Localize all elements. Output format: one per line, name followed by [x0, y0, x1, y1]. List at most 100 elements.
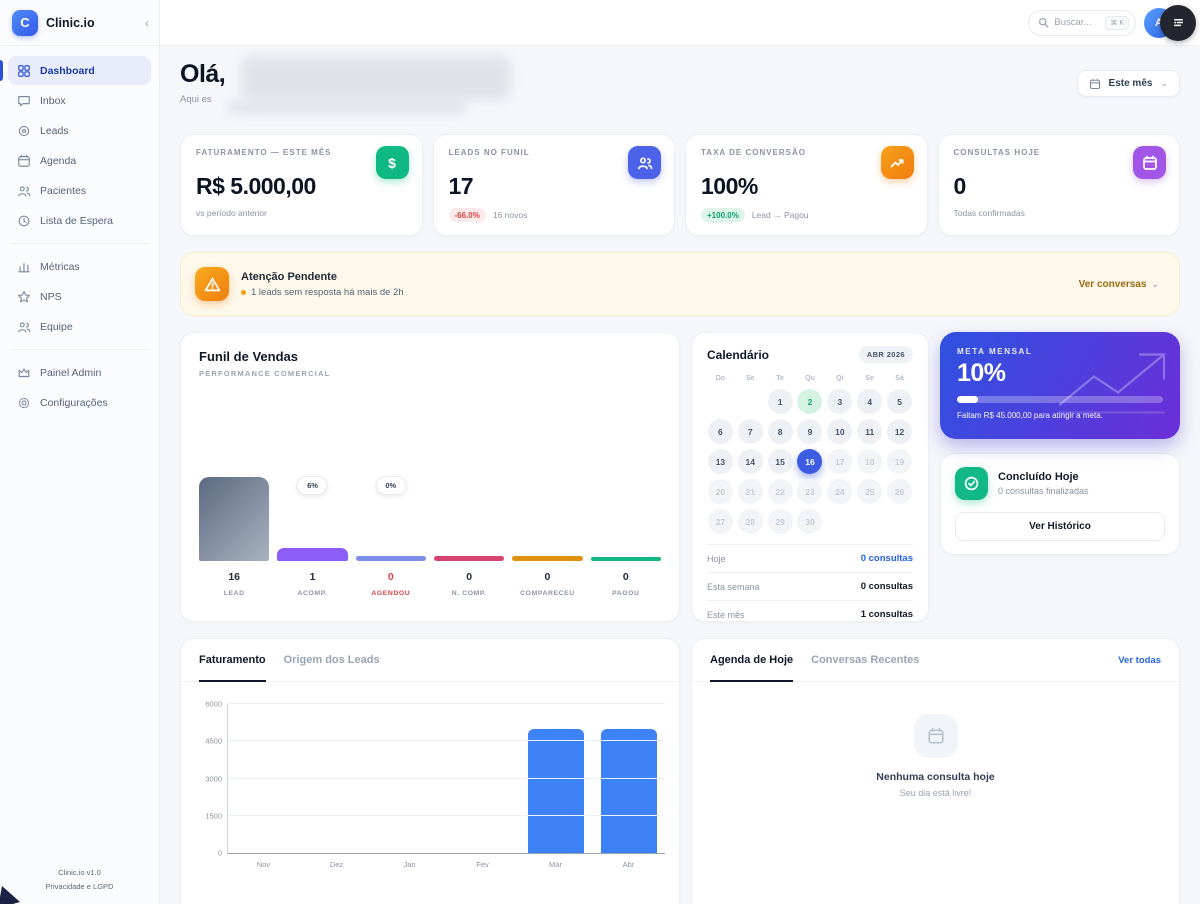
- kpi-label: CONSULTAS HOJE: [953, 148, 1041, 157]
- sidebar-item-painel-admin[interactable]: Painel Admin: [8, 358, 151, 387]
- calendar-day[interactable]: 11: [857, 419, 883, 444]
- alert-title: Atenção Pendente: [241, 270, 337, 283]
- sidebar-item-pacientes[interactable]: Pacientes: [8, 176, 151, 205]
- calendar-day[interactable]: 23: [797, 479, 823, 504]
- calendar-day[interactable]: 3: [827, 389, 853, 414]
- calendar-day[interactable]: 13: [707, 449, 733, 474]
- calendar-day[interactable]: 8: [767, 419, 793, 444]
- overlay-widget[interactable]: [1160, 4, 1196, 41]
- sidebar-item-inbox[interactable]: Inbox: [8, 86, 151, 115]
- alert-message: 1 leads sem resposta há mais de 2h: [251, 286, 404, 298]
- calendar-day[interactable]: 16: [797, 449, 823, 474]
- y-axis-tick-label: 0: [217, 848, 222, 858]
- sidebar-footer: Clinic.io v1.0 Privacidade e LGPD: [0, 866, 159, 895]
- calendar-day[interactable]: 2: [797, 389, 823, 414]
- empty-state-title: Nenhuma consulta hoje: [876, 771, 995, 783]
- sidebar-item-label: Métricas: [40, 260, 80, 273]
- calendar-day[interactable]: 19: [887, 449, 913, 474]
- ver-todas-link[interactable]: Ver todas: [1118, 654, 1161, 666]
- calendar-stat-row: Hoje 0 consultas: [707, 544, 913, 572]
- middle-row: Funil de Vendas PERFORMANCE COMERCIAL 16…: [180, 332, 1180, 622]
- chevron-down-icon: ⌄: [1151, 278, 1159, 289]
- tab-faturamento[interactable]: Faturamento: [199, 639, 266, 682]
- sidebar-item-equipe[interactable]: Equipe: [8, 312, 151, 341]
- calendar-day[interactable]: 12: [887, 419, 913, 444]
- kpi-change-badge: -66.0%: [448, 208, 486, 222]
- clock-icon: [18, 215, 30, 226]
- calendar-day[interactable]: 22: [767, 479, 793, 504]
- calendar-day[interactable]: 9: [797, 419, 823, 444]
- calendar-day[interactable]: 24: [827, 479, 853, 504]
- funnel-stage: 6% 1 ACOMP.: [277, 388, 348, 603]
- calendar-day[interactable]: 6: [707, 419, 733, 444]
- sidebar-item-agenda[interactable]: Agenda: [8, 146, 151, 175]
- revenue-bar-slot: [301, 704, 374, 853]
- tab-agenda-de-hoje[interactable]: Agenda de Hoje: [710, 639, 794, 682]
- tab-origem-dos-leads[interactable]: Origem dos Leads: [283, 654, 380, 666]
- calendar-day[interactable]: 15: [767, 449, 793, 474]
- calendar-day[interactable]: 30: [797, 509, 823, 534]
- funnel-stage-value: 0: [387, 571, 394, 583]
- calendar-day[interactable]: 18: [857, 449, 883, 474]
- sidebar-item-label: NPS: [40, 290, 62, 303]
- calendar-day[interactable]: 28: [737, 509, 763, 534]
- funnel-stage: 0 COMPARECEU: [512, 388, 583, 603]
- meta-value: 10%: [957, 359, 1006, 387]
- calendar-month-badge[interactable]: ABR 2026: [858, 346, 913, 363]
- funnel-bar: [512, 556, 583, 561]
- trending-up-icon: [880, 146, 914, 179]
- sidebar-item-label: Equipe: [40, 320, 73, 333]
- sidebar-item-configuracoes[interactable]: Configurações: [8, 388, 151, 417]
- sidebar-item-label: Pacientes: [40, 184, 87, 197]
- meta-progress-fill: [957, 396, 978, 403]
- gridline: [228, 777, 665, 779]
- funnel-stage-value: 0: [622, 571, 629, 583]
- calendar-stat-value: 0 consultas: [860, 581, 913, 592]
- calendar-day[interactable]: 4: [857, 389, 883, 414]
- alert-texts: Atenção Pendente 1 leads sem resposta há…: [241, 271, 404, 298]
- meta-caption: Faltam R$ 45.000,00 para atingir a meta.: [957, 411, 1103, 420]
- kpi-card-taxa-conversao: TAXA DE CONVERSÃO 100% +100.0% Lead → Pa…: [685, 134, 928, 236]
- y-axis-tick-label: 3000: [205, 774, 222, 783]
- sidebar-collapse-button[interactable]: ‹: [145, 15, 149, 30]
- ver-conversas-button[interactable]: Ver conversas ⌄: [1079, 279, 1159, 290]
- funnel-stage: 0% 0 AGENDOU: [355, 388, 426, 603]
- calendar-day[interactable]: 14: [737, 449, 763, 474]
- calendar-blank: [708, 389, 733, 414]
- sidebar-item-metricas[interactable]: Métricas: [8, 252, 151, 281]
- calendar-day[interactable]: 1: [767, 389, 793, 414]
- calendar-day[interactable]: 25: [857, 479, 883, 504]
- search-input[interactable]: [1054, 17, 1101, 28]
- tab-conversas-recentes[interactable]: Conversas Recentes: [811, 654, 920, 666]
- logo-row: C Clinic.io ‹: [0, 0, 159, 46]
- period-selector[interactable]: Este mês ⌄: [1076, 70, 1180, 97]
- right-column: META MENSAL 10% Faltam R$ 45.000,00 para…: [940, 332, 1180, 622]
- funnel-percent-badge: 0%: [375, 476, 407, 495]
- calendar-day[interactable]: 20: [707, 479, 733, 504]
- funnel-bar: [433, 556, 505, 561]
- calendar-stat-row: Esta semana 0 consultas: [707, 572, 913, 600]
- calendar-day[interactable]: 27: [707, 509, 733, 534]
- calendar-day[interactable]: 10: [827, 419, 853, 444]
- ver-historico-button[interactable]: Ver Histórico: [955, 512, 1165, 541]
- sidebar-item-lista-de-espera[interactable]: Lista de Espera: [8, 206, 151, 235]
- revenue-plot: 0 1500 3000 4500 6000: [205, 700, 665, 858]
- calendar-day[interactable]: 7: [737, 419, 763, 444]
- calendar-day[interactable]: 26: [887, 479, 913, 504]
- calendar-day[interactable]: 29: [767, 509, 793, 534]
- calendar-day[interactable]: 5: [887, 389, 913, 414]
- sidebar-item-nps[interactable]: NPS: [8, 282, 151, 311]
- gridline: [228, 703, 665, 704]
- calendar-day[interactable]: 21: [737, 479, 763, 504]
- kpi-sub-text: Lead → Pagou: [751, 210, 809, 220]
- privacy-link[interactable]: Privacidade e LGPD: [45, 881, 114, 891]
- sidebar-item-leads[interactable]: Leads: [8, 116, 151, 145]
- sidebar-item-dashboard[interactable]: Dashboard: [0, 56, 151, 85]
- page-header: Olá, Aqui es Este mês ⌄: [180, 56, 1180, 122]
- calendar-grid: 1 2 3 4 5 6 7 8 9 10 11 12 13 14 15 16 17 18 19 20 21 22 23 24 2…: [707, 389, 913, 534]
- calendar-day[interactable]: 17: [827, 449, 853, 474]
- check-circle-icon: [955, 467, 988, 500]
- revenue-bar-slot: [374, 704, 447, 853]
- greeting-subtitle: Aqui es: [180, 94, 212, 105]
- search-box[interactable]: ⌘ K: [1028, 9, 1136, 36]
